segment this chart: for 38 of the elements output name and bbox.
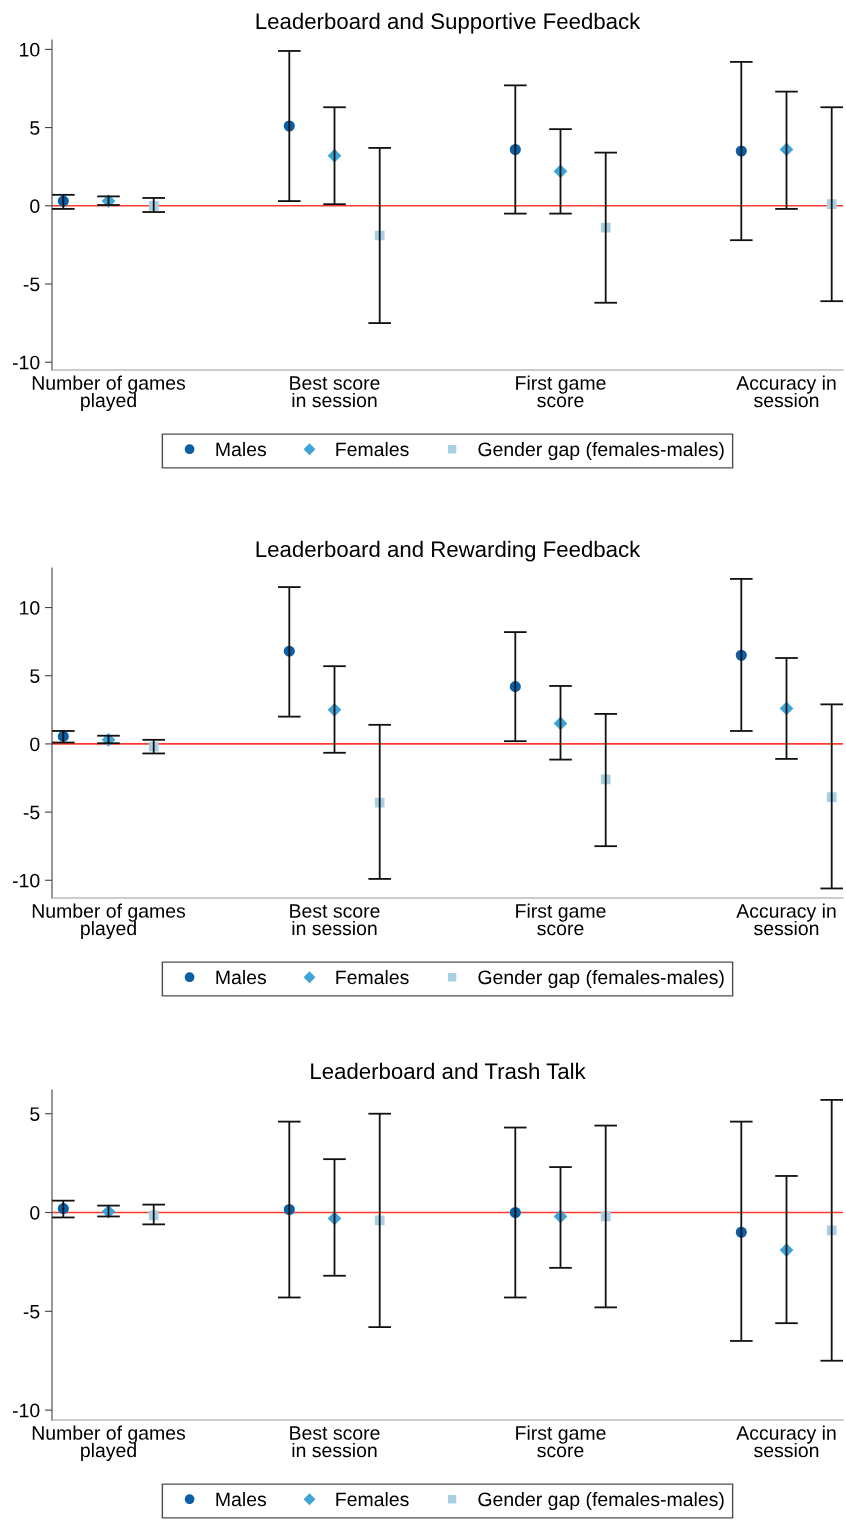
x-tick-label: First game score: [516, 903, 606, 936]
x-tick-label: First game score: [516, 1425, 606, 1458]
x-tick-label: Number of games played: [32, 1425, 186, 1462]
legend-label: Gender gap (females-males): [478, 969, 724, 989]
y-tick-label: -10: [12, 1403, 40, 1418]
y-tick-label: 5: [30, 1107, 40, 1121]
y-tick-label: 0: [30, 1205, 40, 1220]
legend-label: Females: [336, 1491, 409, 1507]
y-tick-label: 5: [30, 669, 40, 683]
y-tick-label: -10: [12, 873, 40, 888]
x-tick-label: Number of games played: [32, 375, 186, 412]
y-tick-label: 5: [30, 121, 40, 135]
y-tick-label: -5: [23, 277, 40, 292]
x-tick-label: Accuracy in session: [736, 375, 836, 408]
x-tick-label: First game score: [516, 375, 606, 408]
legend-label: Males: [216, 441, 267, 457]
y-tick-label: -10: [12, 355, 40, 370]
y-tick-label: 10: [20, 601, 40, 615]
x-tick-label: Best score in session: [290, 1426, 380, 1458]
y-tick-label: 10: [20, 42, 40, 57]
y-tick-label: -5: [23, 1304, 40, 1319]
x-tick-label: Best score in session: [290, 904, 380, 936]
legend-label: Males: [216, 969, 267, 985]
legend-label: Males: [216, 1491, 267, 1507]
chart-title: Leaderboard and Rewarding Feedback: [256, 540, 641, 562]
legend-label: Gender gap (females-males): [478, 441, 724, 461]
legend-label: Females: [336, 969, 409, 985]
legend-label: Gender gap (females-males): [478, 1491, 724, 1511]
x-tick-label: Accuracy in session: [736, 903, 836, 936]
legend-label: Females: [336, 441, 409, 457]
chart-title: Leaderboard and Trash Talk: [311, 1062, 586, 1080]
x-tick-label: Accuracy in session: [736, 1425, 836, 1458]
y-tick-label: -5: [23, 805, 40, 820]
chart-title: Leaderboard and Supportive Feedback: [256, 12, 641, 34]
y-tick-label: 0: [30, 199, 40, 214]
x-tick-label: Best score in session: [290, 376, 380, 408]
x-tick-label: Number of games played: [32, 903, 186, 940]
y-tick-label: 0: [30, 737, 40, 752]
